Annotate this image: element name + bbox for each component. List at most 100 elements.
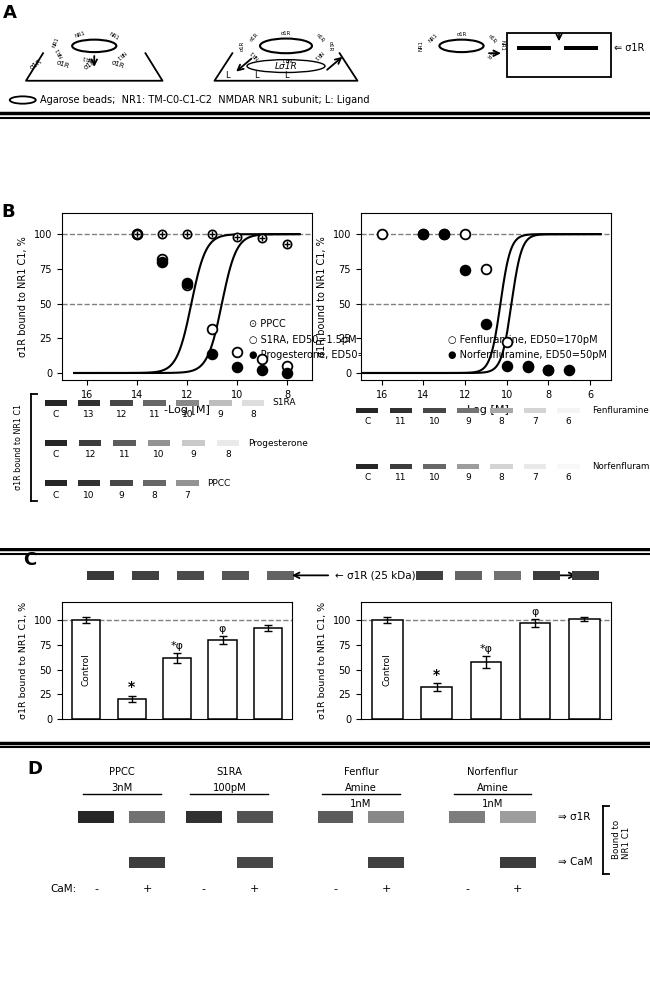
- Text: Amine: Amine: [476, 783, 508, 793]
- Bar: [457, 463, 479, 469]
- Bar: [114, 440, 136, 446]
- Text: ○ S1RA, ED50=1.5pM: ○ S1RA, ED50=1.5pM: [250, 334, 357, 344]
- Text: Lσ1R: Lσ1R: [274, 62, 298, 70]
- Text: 9: 9: [465, 473, 471, 482]
- Bar: [237, 811, 273, 822]
- Bar: [517, 46, 551, 50]
- Text: σ1R: σ1R: [328, 41, 333, 51]
- Text: -: -: [465, 884, 469, 895]
- Text: σ1R: σ1R: [83, 58, 98, 70]
- Bar: [356, 463, 378, 469]
- Bar: [186, 811, 222, 822]
- Text: 1nM: 1nM: [482, 799, 503, 808]
- Text: NR1: NR1: [52, 36, 60, 48]
- Bar: [237, 856, 273, 868]
- Text: 11: 11: [395, 473, 407, 482]
- Bar: [209, 400, 231, 406]
- Text: ● Progesterone, ED50=25pM: ● Progesterone, ED50=25pM: [250, 350, 393, 360]
- Text: Norfenflur: Norfenflur: [467, 767, 518, 777]
- Text: C: C: [53, 411, 59, 420]
- Text: σ1R: σ1R: [487, 33, 498, 44]
- Bar: [449, 811, 485, 822]
- Bar: [490, 463, 513, 469]
- Text: NR1: NR1: [499, 41, 504, 52]
- Text: Fenflur: Fenflur: [343, 767, 378, 777]
- Text: 11: 11: [395, 418, 407, 427]
- Text: σ1R: σ1R: [239, 41, 244, 51]
- Bar: [572, 571, 599, 579]
- Bar: [87, 571, 114, 579]
- Text: C: C: [53, 491, 59, 500]
- Bar: [524, 463, 546, 469]
- Bar: [266, 571, 294, 579]
- Text: ⇒ CaM: ⇒ CaM: [558, 857, 593, 867]
- Text: σ1R: σ1R: [315, 33, 325, 44]
- Text: NR1: NR1: [55, 46, 64, 58]
- Text: S1RA: S1RA: [273, 399, 296, 408]
- Text: L: L: [225, 70, 230, 79]
- Text: σ1R: σ1R: [250, 32, 260, 43]
- Text: Agarose beads;  NR1: TM-C0-C1-C2  NMDAR NR1 subunit; L: Ligand: Agarose beads; NR1: TM-C0-C1-C2 NMDAR NR…: [40, 95, 370, 105]
- Text: 10: 10: [182, 411, 193, 420]
- Bar: [72, 620, 100, 719]
- Text: NR1: NR1: [311, 49, 323, 61]
- Text: 13: 13: [83, 411, 94, 420]
- Text: σ1R: σ1R: [281, 31, 291, 36]
- X-axis label: -Log [M]: -Log [M]: [164, 405, 210, 416]
- Text: Control: Control: [82, 653, 91, 686]
- Text: *: *: [433, 668, 440, 682]
- Text: S1RA: S1RA: [216, 767, 242, 777]
- Text: L: L: [254, 70, 259, 79]
- Text: D: D: [27, 761, 42, 779]
- Text: 9: 9: [218, 411, 223, 420]
- Text: NR1: NR1: [109, 31, 120, 41]
- Text: -: -: [202, 884, 206, 895]
- Bar: [520, 623, 551, 719]
- Text: 1nM: 1nM: [350, 799, 372, 808]
- Bar: [533, 571, 560, 579]
- Text: +: +: [382, 884, 391, 895]
- Bar: [455, 571, 482, 579]
- Text: σ1R bound to NR1 C1: σ1R bound to NR1 C1: [14, 404, 23, 490]
- Text: ⇐ σ1R: ⇐ σ1R: [614, 43, 645, 53]
- Text: *: *: [128, 681, 135, 694]
- Text: A: A: [3, 4, 17, 22]
- Bar: [222, 571, 249, 579]
- Bar: [524, 408, 546, 413]
- Text: B: B: [2, 203, 16, 221]
- Bar: [558, 463, 580, 469]
- Text: 8: 8: [151, 491, 157, 500]
- Text: σ1R: σ1R: [111, 60, 125, 69]
- Text: 10: 10: [428, 418, 440, 427]
- Bar: [372, 620, 402, 719]
- Text: φ: φ: [219, 624, 226, 634]
- Bar: [500, 856, 536, 868]
- Text: 11: 11: [149, 411, 161, 420]
- Text: φ: φ: [532, 607, 539, 617]
- Bar: [79, 440, 101, 446]
- Text: ⊙ PPCC: ⊙ PPCC: [250, 319, 286, 329]
- Bar: [507, 33, 611, 77]
- Text: ⇒ σ1R: ⇒ σ1R: [558, 812, 591, 822]
- Bar: [318, 811, 354, 822]
- Bar: [45, 480, 67, 486]
- Text: NR1: NR1: [281, 56, 291, 61]
- Text: NR1: NR1: [419, 41, 424, 52]
- Text: -: -: [94, 884, 98, 895]
- Text: 3nM: 3nM: [111, 783, 133, 793]
- Bar: [416, 571, 443, 579]
- Text: σ1R: σ1R: [29, 58, 43, 70]
- Text: 6: 6: [566, 473, 571, 482]
- Bar: [390, 408, 412, 413]
- Bar: [423, 463, 446, 469]
- Text: +: +: [513, 884, 523, 895]
- Text: 10: 10: [153, 450, 165, 459]
- Text: ○ Fenfluramine, ED50=170pM: ○ Fenfluramine, ED50=170pM: [448, 334, 598, 344]
- Bar: [163, 658, 191, 719]
- Bar: [144, 400, 166, 406]
- Bar: [421, 687, 452, 719]
- Text: 8: 8: [499, 418, 504, 427]
- Bar: [216, 440, 239, 446]
- Text: NR1: NR1: [75, 31, 86, 40]
- Bar: [132, 571, 159, 579]
